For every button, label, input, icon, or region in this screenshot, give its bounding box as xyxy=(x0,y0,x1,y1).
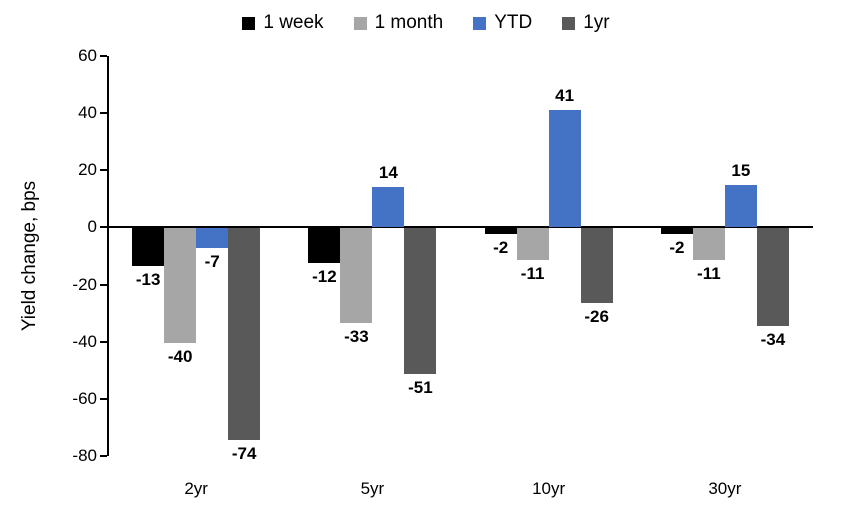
bar-value-label: -11 xyxy=(520,263,545,283)
x-category-label: 10yr xyxy=(532,479,566,498)
bar-value-label: -26 xyxy=(584,306,609,326)
bar-5yr-1-week xyxy=(308,228,341,263)
y-tick-mark xyxy=(100,55,107,57)
bar-2yr-1-month xyxy=(164,228,197,343)
bar-10yr-1-month xyxy=(516,228,549,260)
bar-30yr-1-month xyxy=(692,228,725,260)
y-tick-mark xyxy=(100,340,107,343)
bar-10yr-YTD xyxy=(548,110,581,228)
legend-item-1: 1 month xyxy=(353,12,444,34)
legend-swatch-icon xyxy=(242,16,256,30)
legend-swatch-icon xyxy=(562,16,576,30)
y-tick-label: -40 xyxy=(72,331,97,351)
y-tick-label: 60 xyxy=(78,46,97,65)
y-tick-mark xyxy=(100,226,107,229)
legend-label: YTD xyxy=(494,12,533,33)
x-category-label: 5yr xyxy=(360,479,385,498)
y-tick-mark xyxy=(100,397,107,400)
bar-30yr-1yr xyxy=(756,228,789,326)
bar-2yr-1yr xyxy=(228,228,261,440)
chart-legend: 1 week 1 month YTD 1yr xyxy=(0,8,852,38)
bar-value-label: -7 xyxy=(204,252,220,272)
legend-swatch-icon xyxy=(353,16,367,30)
y-tick-mark xyxy=(100,283,107,286)
bar-10yr-1-week xyxy=(484,228,517,235)
bar-5yr-1yr xyxy=(404,228,437,375)
y-tick-label: 0 xyxy=(87,217,97,237)
y-tick-mark xyxy=(100,112,107,115)
bar-value-label: 41 xyxy=(555,86,575,106)
bar-5yr-YTD xyxy=(372,187,405,228)
bar-value-label: 14 xyxy=(378,163,398,183)
bar-value-label: -40 xyxy=(167,346,193,366)
y-tick-label: -80 xyxy=(72,446,97,465)
bar-value-label: -12 xyxy=(312,266,337,286)
legend-label: 1 week xyxy=(263,12,324,33)
x-category-label: 2yr xyxy=(184,479,208,498)
legend-label: 1yr xyxy=(583,12,610,33)
bar-30yr-YTD xyxy=(724,184,757,228)
bar-2yr-YTD xyxy=(196,228,229,249)
bar-value-label: -33 xyxy=(344,326,369,346)
legend-item-3: 1yr xyxy=(562,12,610,34)
y-tick-label: -20 xyxy=(72,274,97,294)
y-tick-label: 40 xyxy=(78,103,97,123)
bar-value-label: -2 xyxy=(669,238,685,258)
bar-value-label: 15 xyxy=(731,160,751,180)
y-tick-label: 20 xyxy=(78,160,97,180)
legend-label: 1 month xyxy=(374,12,444,33)
y-tick-mark xyxy=(100,169,107,172)
bar-30yr-1-week xyxy=(660,228,693,235)
bar-value-label: -74 xyxy=(231,443,257,463)
bar-value-label: -11 xyxy=(697,263,721,283)
bar-10yr-1yr xyxy=(580,228,613,303)
bar-value-label: -51 xyxy=(408,378,433,398)
y-tick-mark xyxy=(100,455,107,457)
bar-2yr-1-week xyxy=(132,228,165,266)
zero-axis-line xyxy=(107,226,813,229)
legend-swatch-icon xyxy=(473,16,487,30)
y-tick-label: -60 xyxy=(72,388,97,408)
y-axis-title: Yield change, bps xyxy=(19,180,40,332)
legend-item-2: YTD xyxy=(473,12,532,34)
bar-value-label: -34 xyxy=(760,329,786,349)
bar-value-label: -2 xyxy=(493,238,509,258)
x-category-label: 30yr xyxy=(708,479,742,498)
bar-value-label: -13 xyxy=(135,269,161,289)
bar-5yr-1-month xyxy=(340,228,373,323)
y-axis-line xyxy=(107,56,109,456)
legend-item-0: 1 week xyxy=(242,12,324,34)
